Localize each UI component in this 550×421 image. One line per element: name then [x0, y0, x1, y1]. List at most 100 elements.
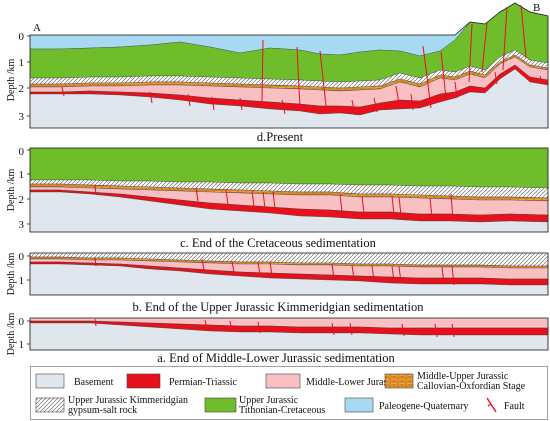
section-outline [29, 317, 549, 351]
fault-line [195, 187, 199, 202]
depth-tick-label: 0 [19, 251, 25, 263]
depth-tick-label: 0 [19, 31, 25, 43]
depth-tick-label: 2 [19, 194, 25, 206]
fault-line [520, 4, 527, 59]
depth-tick-label: 1 [19, 57, 25, 69]
fault-line-icon-stroke [486, 397, 497, 413]
fault-line [94, 184, 97, 196]
fault-line [398, 265, 402, 284]
fault-line [261, 39, 264, 102]
fault-line [331, 322, 335, 336]
panel-c-end-cretaceous: Depth /km 0 1 2 3 c. End of the Cretaceo… [6, 146, 549, 250]
fault-line [296, 46, 301, 109]
panel-caption: b. End of the Upper Jurassic Kimmeridgia… [133, 300, 425, 314]
paleogene-quaternary-swatch [344, 397, 374, 413]
panel-caption: a. End of Middle-Lower Jurassic sediment… [157, 351, 395, 365]
fault-line [539, 75, 543, 85]
diagonal-hatch-icon [35, 397, 65, 413]
legend-label-paleogene-quaternary: Paleogene-Quaternary [379, 401, 468, 412]
depth-tick-label: 1 [19, 339, 25, 351]
depth-axis-label: Depth /km [6, 253, 17, 296]
legend-label-middle-lower-jurassic: Middle-Lower Jurassic [306, 377, 399, 388]
depth-tick-label: 1 [19, 169, 25, 181]
legend-label-middle-upper-jurassic: Middle-Upper Jurassic [417, 371, 509, 382]
fault-line [349, 322, 353, 336]
section-outline [29, 147, 549, 233]
fault-line [481, 22, 488, 73]
panel-b-layers [29, 252, 549, 296]
fault-line-icon [486, 397, 497, 413]
fault-line [94, 257, 97, 267]
legend-label-basement: Basement [74, 377, 114, 388]
legend-label-tithonian-cretaceous: Tithonian-Cretaceous [239, 405, 325, 416]
fault-line [339, 193, 343, 213]
legend-label-gypsum-salt: gypsum-salt rock [68, 405, 137, 416]
depth-axis-label: Depth /km [6, 313, 17, 356]
fault-line [401, 323, 405, 337]
fault-line [494, 71, 498, 85]
panel-d-present: A B Depth /km 0 1 2 3 d.Present [6, 2, 549, 144]
legend-label-kimmeridgian: Upper Jurassic Kimmeridgian [68, 395, 188, 406]
panel-caption: c. End of the Cretaceous sedimentation [180, 236, 377, 250]
panel-a-layers [29, 317, 549, 351]
brick-pattern-icon [384, 373, 414, 389]
tithonian-cretaceous-swatch [204, 397, 237, 413]
fault-line [371, 264, 375, 282]
fault-line [351, 264, 355, 281]
fault-line [251, 190, 255, 208]
fault-line [422, 45, 432, 109]
section-outline [29, 2, 549, 129]
fault-line [351, 99, 356, 116]
fault-line [434, 323, 438, 338]
depth-tick-label: 3 [19, 111, 25, 123]
fault-line [262, 191, 266, 209]
fault-line [225, 189, 229, 206]
permian-triassic-swatch [126, 373, 161, 389]
fault-line [201, 258, 205, 271]
fault-line [331, 263, 335, 280]
fault-line [454, 81, 458, 99]
fault-line-icon-tick [487, 403, 492, 407]
fault-line [269, 261, 273, 277]
section-end-b: B [533, 2, 540, 14]
fault-line [257, 321, 261, 334]
fault-line [373, 97, 378, 113]
fault-line [272, 191, 276, 210]
fault-line [451, 323, 455, 338]
depth-tick-label: 3 [19, 219, 25, 231]
basement-swatch [35, 373, 65, 389]
fault-line [451, 265, 455, 286]
fault-line [231, 260, 235, 274]
depth-tick-label: 0 [19, 316, 25, 328]
depth-tick-label: 2 [19, 83, 25, 95]
panel-d-faults [61, 4, 543, 116]
fault-line [94, 318, 97, 327]
fault-line [187, 93, 191, 107]
middle-lower-jurassic-swatch [265, 373, 301, 389]
legend-frame [30, 366, 548, 420]
fault-line [429, 197, 433, 218]
depth-tick-label: 1 [19, 275, 25, 287]
fault-line [440, 51, 447, 99]
panel-b-faults [94, 257, 455, 286]
fault-line [229, 320, 233, 333]
fault-line [398, 196, 402, 216]
fault-line [211, 96, 215, 111]
legend-label-upper-jurassic: Upper Jurassic [239, 395, 299, 406]
fault-line [319, 50, 327, 107]
legend: Basement Permian-Triassic Middle-Lower J… [30, 366, 548, 420]
panel-caption: d.Present [257, 130, 304, 144]
legend-label-permian-triassic: Permian-Triassic [169, 377, 238, 388]
fault-line [391, 265, 395, 283]
depth-axis-label: Depth /km [6, 59, 17, 102]
fault-line [61, 86, 65, 97]
fault-line [450, 193, 454, 221]
fault-line [502, 6, 508, 71]
panel-d-layers [29, 2, 549, 129]
section-outline [29, 252, 549, 296]
fault-line [468, 23, 473, 83]
depth-tick-label: 0 [19, 146, 25, 158]
panel-c-faults [94, 184, 454, 221]
section-end-a: A [33, 22, 41, 34]
